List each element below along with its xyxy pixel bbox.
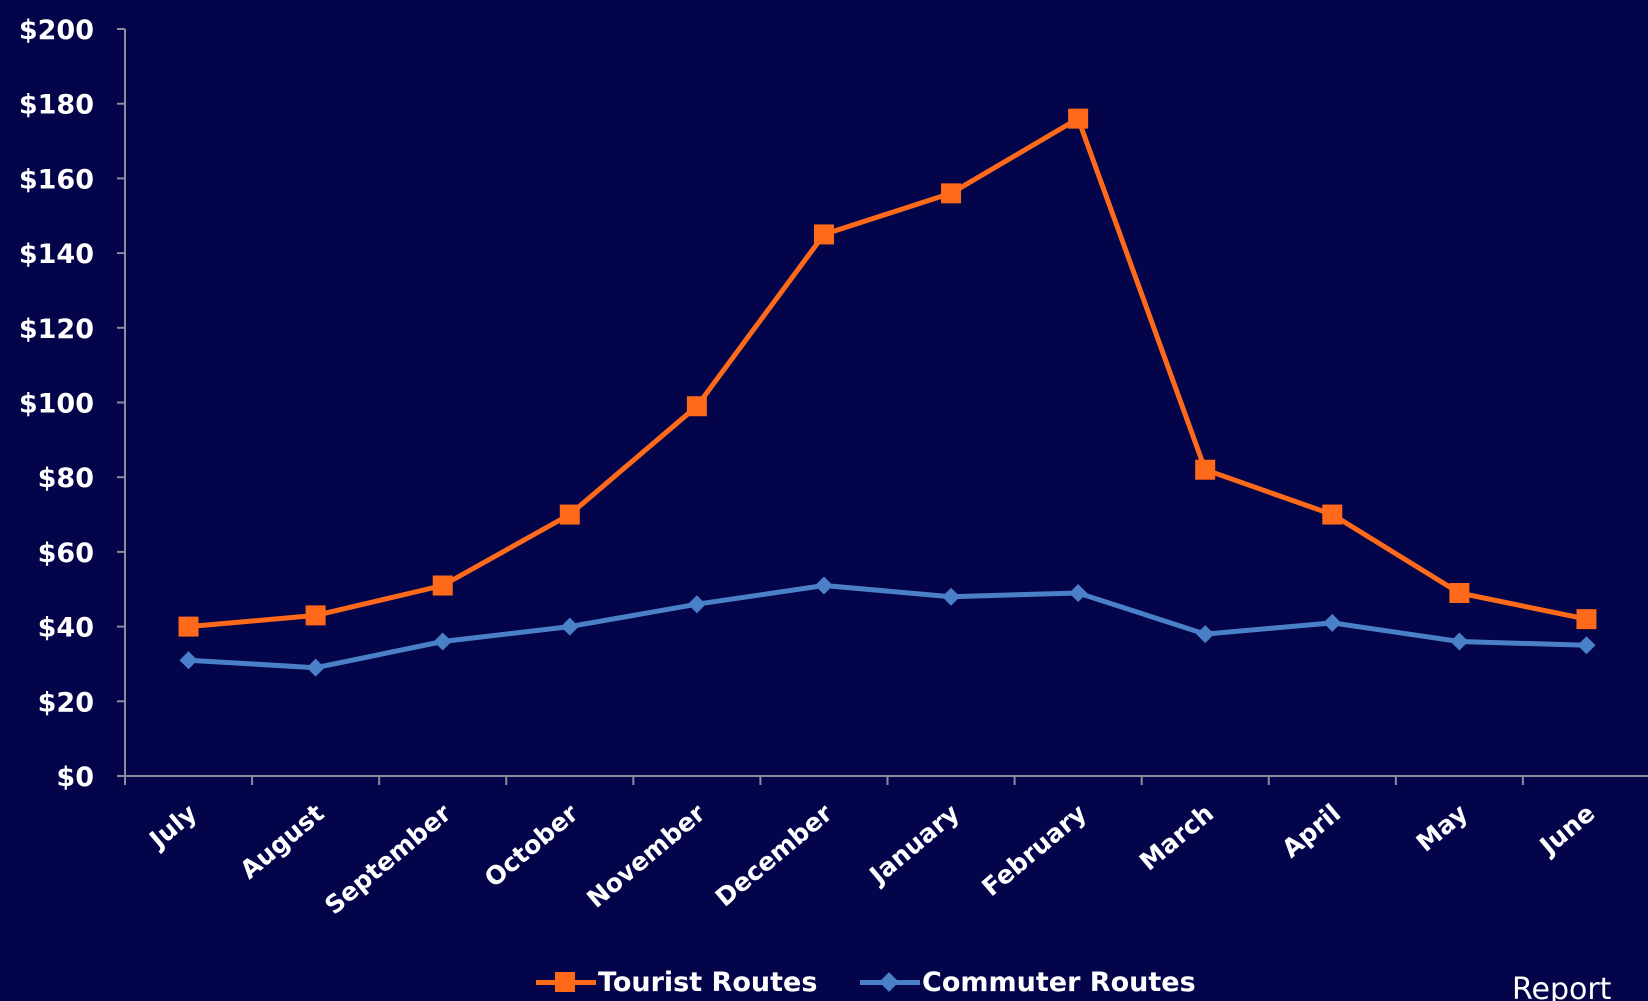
y-tick-label: $160 xyxy=(19,164,94,195)
x-tick-label: March xyxy=(1134,798,1219,876)
legend-label-tourist: Tourist Routes xyxy=(598,966,818,998)
diamond-marker-icon xyxy=(879,972,899,992)
y-tick-labels: $0 $20 $40 $60 $80 $100 $120 $140 $160 $180 $200 xyxy=(19,15,94,793)
legend-item-commuter-routes: Commuter Routes xyxy=(860,962,1196,1001)
corner-report-text: Report xyxy=(1512,972,1612,1001)
tourist-point xyxy=(813,224,834,245)
x-tick-label: June xyxy=(1533,798,1601,861)
square-marker-icon xyxy=(555,972,575,992)
commuter-point xyxy=(179,651,198,670)
commuter-point xyxy=(1069,583,1088,602)
legend-item-tourist-routes: Tourist Routes xyxy=(536,962,817,1001)
x-tick-label: December xyxy=(710,798,838,912)
y-tick-label: $180 xyxy=(19,90,94,121)
line-chart: $0 $20 $40 $60 $80 $100 $120 $140 $160 $180 $200 J… xyxy=(19,15,1648,920)
x-tick-label: August xyxy=(234,798,329,884)
x-tick-label: October xyxy=(479,798,584,893)
tourist-point xyxy=(686,396,707,417)
tourist-point xyxy=(1322,504,1343,525)
y-tick-label: $80 xyxy=(38,463,94,494)
y-tick-label: $140 xyxy=(19,239,94,270)
commuter-point xyxy=(306,658,325,677)
legend-label-commuter: Commuter Routes xyxy=(922,966,1196,998)
tourist-point xyxy=(1576,609,1597,630)
chart-axes xyxy=(117,28,1648,785)
y-tick-label: $120 xyxy=(19,314,94,345)
tourist-point xyxy=(432,575,453,596)
tourist-point xyxy=(941,183,962,204)
series-markers xyxy=(178,108,1597,677)
tourist-point xyxy=(305,605,326,626)
y-tick-label: $60 xyxy=(38,538,94,569)
x-tick-label: July xyxy=(142,798,202,855)
series-line-tourist xyxy=(188,116,1588,630)
legend-swatch-tourist xyxy=(536,967,596,997)
tourist-point xyxy=(178,616,199,637)
series-lines xyxy=(188,116,1588,671)
y-tick-label: $200 xyxy=(19,15,94,46)
commuter-point xyxy=(1196,625,1215,644)
commuter-point xyxy=(942,587,961,606)
legend-swatch-commuter xyxy=(860,967,920,997)
x-tick-label: September xyxy=(319,798,457,920)
tourist-point xyxy=(1068,108,1089,129)
commuter-point xyxy=(433,632,452,651)
y-tick-label: $40 xyxy=(38,613,94,644)
y-tick-label: $0 xyxy=(56,762,94,793)
x-tick-label: November xyxy=(581,798,711,914)
x-tick-label: January xyxy=(863,798,965,890)
commuter-point xyxy=(560,617,579,636)
tourist-point xyxy=(1449,582,1470,603)
commuter-point xyxy=(1450,632,1469,651)
x-tick-label: February xyxy=(976,798,1092,902)
commuter-point xyxy=(1577,636,1596,655)
y-tick-label: $20 xyxy=(38,687,94,718)
chart-legend: Tourist Routes Commuter Routes xyxy=(0,962,1648,1001)
commuter-point xyxy=(687,595,706,614)
series-line-commuter xyxy=(188,583,1587,671)
tourist-point xyxy=(1195,459,1216,480)
commuter-point xyxy=(1323,613,1342,632)
x-tick-label: May xyxy=(1411,798,1474,857)
tourist-point xyxy=(559,504,580,525)
commuter-point xyxy=(814,576,833,595)
y-tick-label: $100 xyxy=(19,389,94,420)
x-tick-label: April xyxy=(1276,798,1346,863)
